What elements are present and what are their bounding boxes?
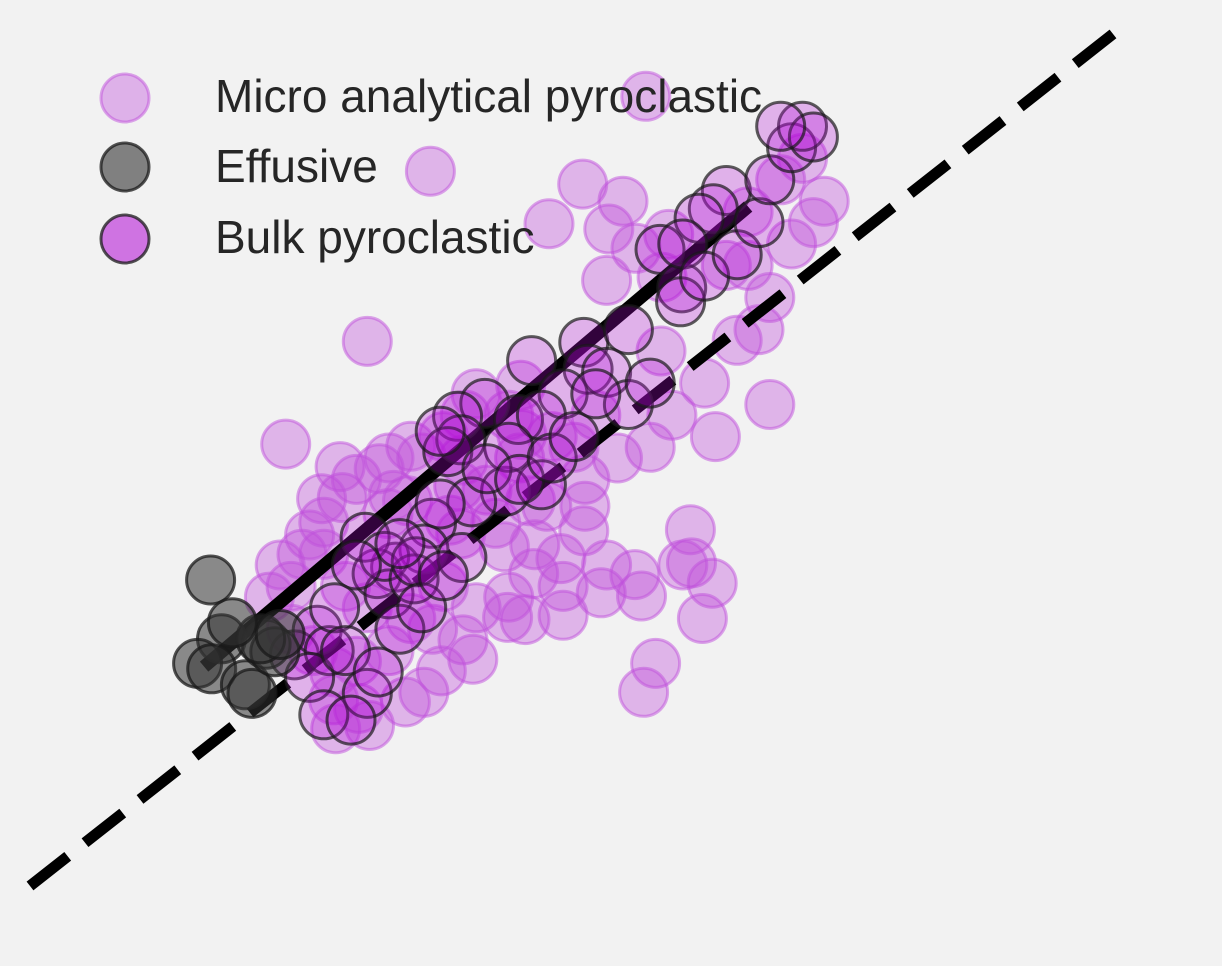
bulk-pyroclastic-point bbox=[515, 459, 567, 511]
bulk-pyroclastic-point bbox=[733, 197, 785, 249]
micro-analytical-pyroclastic-point bbox=[620, 70, 672, 122]
micro-analytical-pyroclastic-point bbox=[415, 645, 467, 697]
effusive-point bbox=[206, 597, 258, 649]
legend-marker-effusive bbox=[99, 141, 151, 193]
micro-analytical-pyroclastic-point bbox=[798, 175, 850, 227]
bulk-pyroclastic-point bbox=[459, 377, 511, 429]
micro-analytical-pyroclastic-point bbox=[482, 591, 534, 643]
bulk-pyroclastic-point bbox=[303, 625, 355, 677]
bulk-pyroclastic-point bbox=[506, 335, 558, 387]
micro-analytical-pyroclastic-point bbox=[657, 539, 709, 591]
micro-analytical-pyroclastic-point bbox=[624, 421, 676, 473]
micro-analytical-pyroclastic-point bbox=[254, 539, 306, 591]
bulk-pyroclastic-point bbox=[700, 165, 752, 216]
bulk-pyroclastic-point bbox=[624, 357, 676, 409]
bulk-pyroclastic-point bbox=[673, 192, 725, 244]
micro-analytical-pyroclastic-point bbox=[643, 208, 695, 260]
micro-analytical-pyroclastic-point bbox=[618, 666, 670, 718]
bulk-pyroclastic-point bbox=[461, 443, 513, 495]
micro-analytical-pyroclastic-point bbox=[744, 379, 796, 430]
bulk-pyroclastic-point bbox=[687, 183, 739, 235]
legend-label-micro: Micro analytical pyroclastic bbox=[215, 70, 762, 122]
bulk-pyroclastic-point bbox=[417, 550, 469, 602]
effusive-point bbox=[226, 667, 278, 719]
bulk-pyroclastic-point bbox=[414, 478, 466, 530]
micro-analytical-pyroclastic-point bbox=[483, 571, 535, 623]
bulk-pyroclastic-point bbox=[548, 411, 600, 463]
micro-analytical-pyroclastic-point bbox=[398, 666, 450, 718]
micro-analytical-pyroclastic-point bbox=[260, 418, 312, 470]
bulk-pyroclastic-point bbox=[755, 100, 807, 152]
bulk-pyroclastic-point bbox=[374, 603, 426, 655]
micro-analytical-pyroclastic-point bbox=[537, 560, 589, 612]
one-to-one-dashed-line bbox=[26, 25, 1122, 891]
legend: Micro analytical pyroclastic Effusive Bu… bbox=[99, 70, 762, 265]
effusive-points bbox=[172, 554, 306, 719]
micro-analytical-pyroclastic-points bbox=[243, 70, 850, 755]
bulk-pyroclastic-point bbox=[602, 379, 654, 430]
micro-analytical-pyroclastic-point bbox=[597, 175, 649, 227]
micro-analytical-pyroclastic-point bbox=[581, 254, 633, 306]
micro-analytical-pyroclastic-point bbox=[404, 145, 456, 197]
micro-analytical-pyroclastic-point bbox=[689, 411, 741, 463]
effusive-point bbox=[185, 554, 237, 606]
legend-marker-bulk bbox=[99, 213, 151, 265]
bulk-pyroclastic-point bbox=[526, 432, 578, 484]
micro-analytical-pyroclastic-point bbox=[330, 453, 382, 505]
micro-analytical-pyroclastic-point bbox=[509, 519, 561, 571]
bulk-pyroclastic-point bbox=[325, 694, 377, 746]
bulk-pyroclastic-point bbox=[656, 262, 708, 314]
bulk-pyroclastic-point bbox=[602, 304, 654, 356]
micro-analytical-pyroclastic-point bbox=[630, 637, 682, 689]
bulk-pyroclastic-point bbox=[436, 532, 488, 583]
bulk-pyroclastic-point bbox=[330, 539, 382, 591]
bulk-pyroclastic-point bbox=[374, 518, 426, 570]
micro-analytical-pyroclastic-point bbox=[616, 570, 667, 622]
micro-analytical-pyroclastic-point bbox=[676, 593, 728, 644]
micro-analytical-pyroclastic-point bbox=[447, 633, 499, 685]
legend-marker-micro bbox=[99, 72, 151, 124]
micro-analytical-pyroclastic-point bbox=[523, 198, 575, 250]
micro-analytical-pyroclastic-point bbox=[341, 315, 393, 367]
legend-label-effusive: Effusive bbox=[215, 140, 378, 192]
micro-analytical-pyroclastic-point bbox=[755, 154, 807, 206]
micro-analytical-pyroclastic-point bbox=[537, 589, 589, 641]
bulk-pyroclastic-point bbox=[570, 368, 622, 420]
bulk-pyroclastic-point bbox=[787, 111, 839, 163]
effusive-point bbox=[254, 609, 306, 660]
bulk-pyroclastic-point bbox=[483, 421, 535, 473]
bulk-pyroclastic-point bbox=[414, 405, 466, 457]
micro-analytical-pyroclastic-point bbox=[581, 539, 633, 591]
bulk-pyroclastic-point bbox=[309, 582, 361, 634]
bulk-pyroclastic-point bbox=[352, 646, 404, 698]
legend-label-bulk: Bulk pyroclastic bbox=[215, 211, 535, 263]
micro-analytical-pyroclastic-point bbox=[583, 203, 635, 255]
